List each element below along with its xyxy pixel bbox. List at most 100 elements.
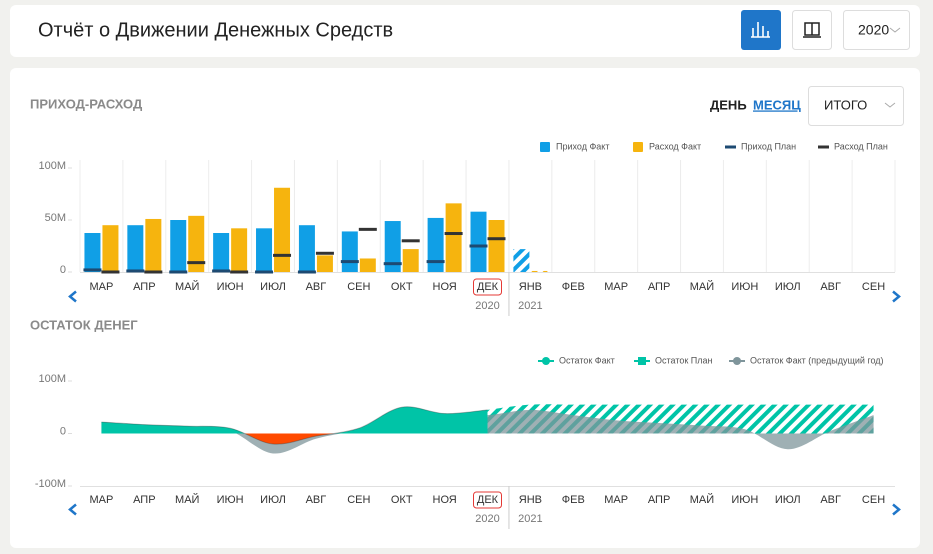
plan-marker (297, 270, 316, 274)
bar (274, 187, 291, 272)
y-tick-label: 50M (45, 212, 66, 224)
plan-marker (358, 227, 377, 231)
x-tick-label: ЯНВ (519, 281, 542, 293)
x-tick-label: СЕН (347, 494, 370, 506)
y-tick-label: 100M (38, 373, 66, 385)
legend-label: Приход Факт (556, 141, 609, 151)
view-month[interactable]: МЕСЯЦ (753, 97, 801, 112)
x-tick-label: ДЕК (477, 494, 499, 506)
bar (84, 233, 101, 272)
bar (513, 249, 530, 272)
chart-view-button[interactable] (741, 10, 781, 50)
table-view-button[interactable] (792, 10, 832, 50)
total-select[interactable]: ИТОГО (808, 86, 904, 126)
x-tick-label: ИЮЛ (775, 281, 801, 293)
x-tick-label: СЕН (347, 281, 370, 293)
x-tick-label: ИЮЛ (260, 281, 286, 293)
bar (359, 258, 376, 272)
legend-label: Остаток Факт (предыдущий год) (750, 355, 884, 365)
plan-marker (383, 262, 402, 266)
view-day[interactable]: ДЕНЬ (710, 97, 747, 112)
scroll-right[interactable] (892, 290, 901, 303)
total-select-text: ИТОГО (824, 97, 867, 112)
legend-swatch (633, 142, 643, 152)
legend-swatch (818, 145, 829, 149)
plan-marker (273, 253, 292, 257)
x-tick-label: АПР (133, 494, 155, 506)
year-select-text: 2020 (858, 22, 889, 38)
x-tick-label: ИЮН (217, 281, 244, 293)
y-tick-label: 0 (60, 264, 66, 276)
x-tick-label: АПР (648, 494, 670, 506)
current-month-box (473, 278, 502, 296)
chart-title: ОСТАТОК ДЕНЕГ (30, 317, 138, 332)
x-tick-label: МАЙ (690, 280, 714, 293)
legend-swatch (542, 357, 550, 365)
bar (298, 225, 315, 272)
x-tick-label: ФЕВ (562, 281, 585, 293)
year-select[interactable]: 2020 (843, 10, 910, 50)
x-tick-label: АВГ (306, 281, 327, 293)
bar (384, 221, 401, 272)
panel-card (10, 68, 920, 548)
legend-label: Приход План (741, 141, 796, 151)
fact-area (101, 406, 488, 445)
bar (470, 211, 487, 272)
fact-area-negative (101, 433, 488, 445)
legend-label: Остаток Факт (559, 355, 615, 365)
x-tick-label: МАР (90, 281, 114, 293)
plan-marker (469, 244, 488, 248)
scroll-left[interactable] (68, 290, 77, 303)
plan-marker (340, 260, 359, 264)
current-month-box (473, 491, 502, 509)
x-tick-label: АВГ (820, 281, 841, 293)
x-tick-label: ФЕВ (562, 494, 585, 506)
plan-marker (401, 239, 420, 243)
legend-label: Расход План (834, 141, 888, 151)
x-tick-label: ИЮН (731, 494, 758, 506)
year-label: 2020 (475, 300, 499, 312)
x-tick-label: ИЮЛ (775, 494, 801, 506)
x-tick-label: СЕН (862, 494, 885, 506)
legend-swatch (638, 357, 646, 365)
bar (402, 249, 419, 272)
plan-marker (187, 261, 206, 265)
x-tick-label: ИЮН (217, 494, 244, 506)
y-tick-label: 0 (60, 425, 66, 437)
plan-marker (230, 270, 249, 274)
bar (427, 217, 444, 272)
bar (145, 218, 162, 272)
header-card (10, 5, 920, 57)
chart-title: ПРИХОД-РАСХОД (30, 96, 143, 111)
bar (170, 220, 187, 272)
x-tick-label: МАЙ (175, 493, 199, 506)
x-tick-label: МАЙ (690, 493, 714, 506)
x-tick-label: ОКТ (391, 281, 413, 293)
x-tick-label: МАР (90, 494, 114, 506)
x-tick-label: ДЕК (477, 281, 499, 293)
plan-marker (426, 260, 445, 264)
plan-marker (126, 269, 145, 273)
year-label: 2021 (518, 300, 542, 312)
x-tick-label: МАР (604, 281, 628, 293)
scroll-right[interactable] (892, 503, 901, 516)
legend-swatch (733, 357, 741, 365)
bar (341, 231, 358, 272)
bar (231, 228, 248, 272)
plan-marker (101, 270, 120, 274)
x-tick-label: ЯНВ (519, 494, 542, 506)
legend-label: Расход Факт (649, 141, 701, 151)
x-tick-label: НОЯ (433, 281, 457, 293)
plan-marker (315, 251, 334, 255)
fact-line (101, 406, 488, 445)
x-tick-label: НОЯ (433, 494, 457, 506)
x-tick-label: АВГ (306, 494, 327, 506)
plan-marker (169, 270, 188, 274)
scroll-left[interactable] (68, 503, 77, 516)
x-tick-label: АПР (133, 281, 155, 293)
y-tick-label: 100M (38, 160, 66, 172)
bar (127, 225, 144, 272)
plan-marker (83, 268, 102, 272)
plan-marker (444, 232, 463, 236)
